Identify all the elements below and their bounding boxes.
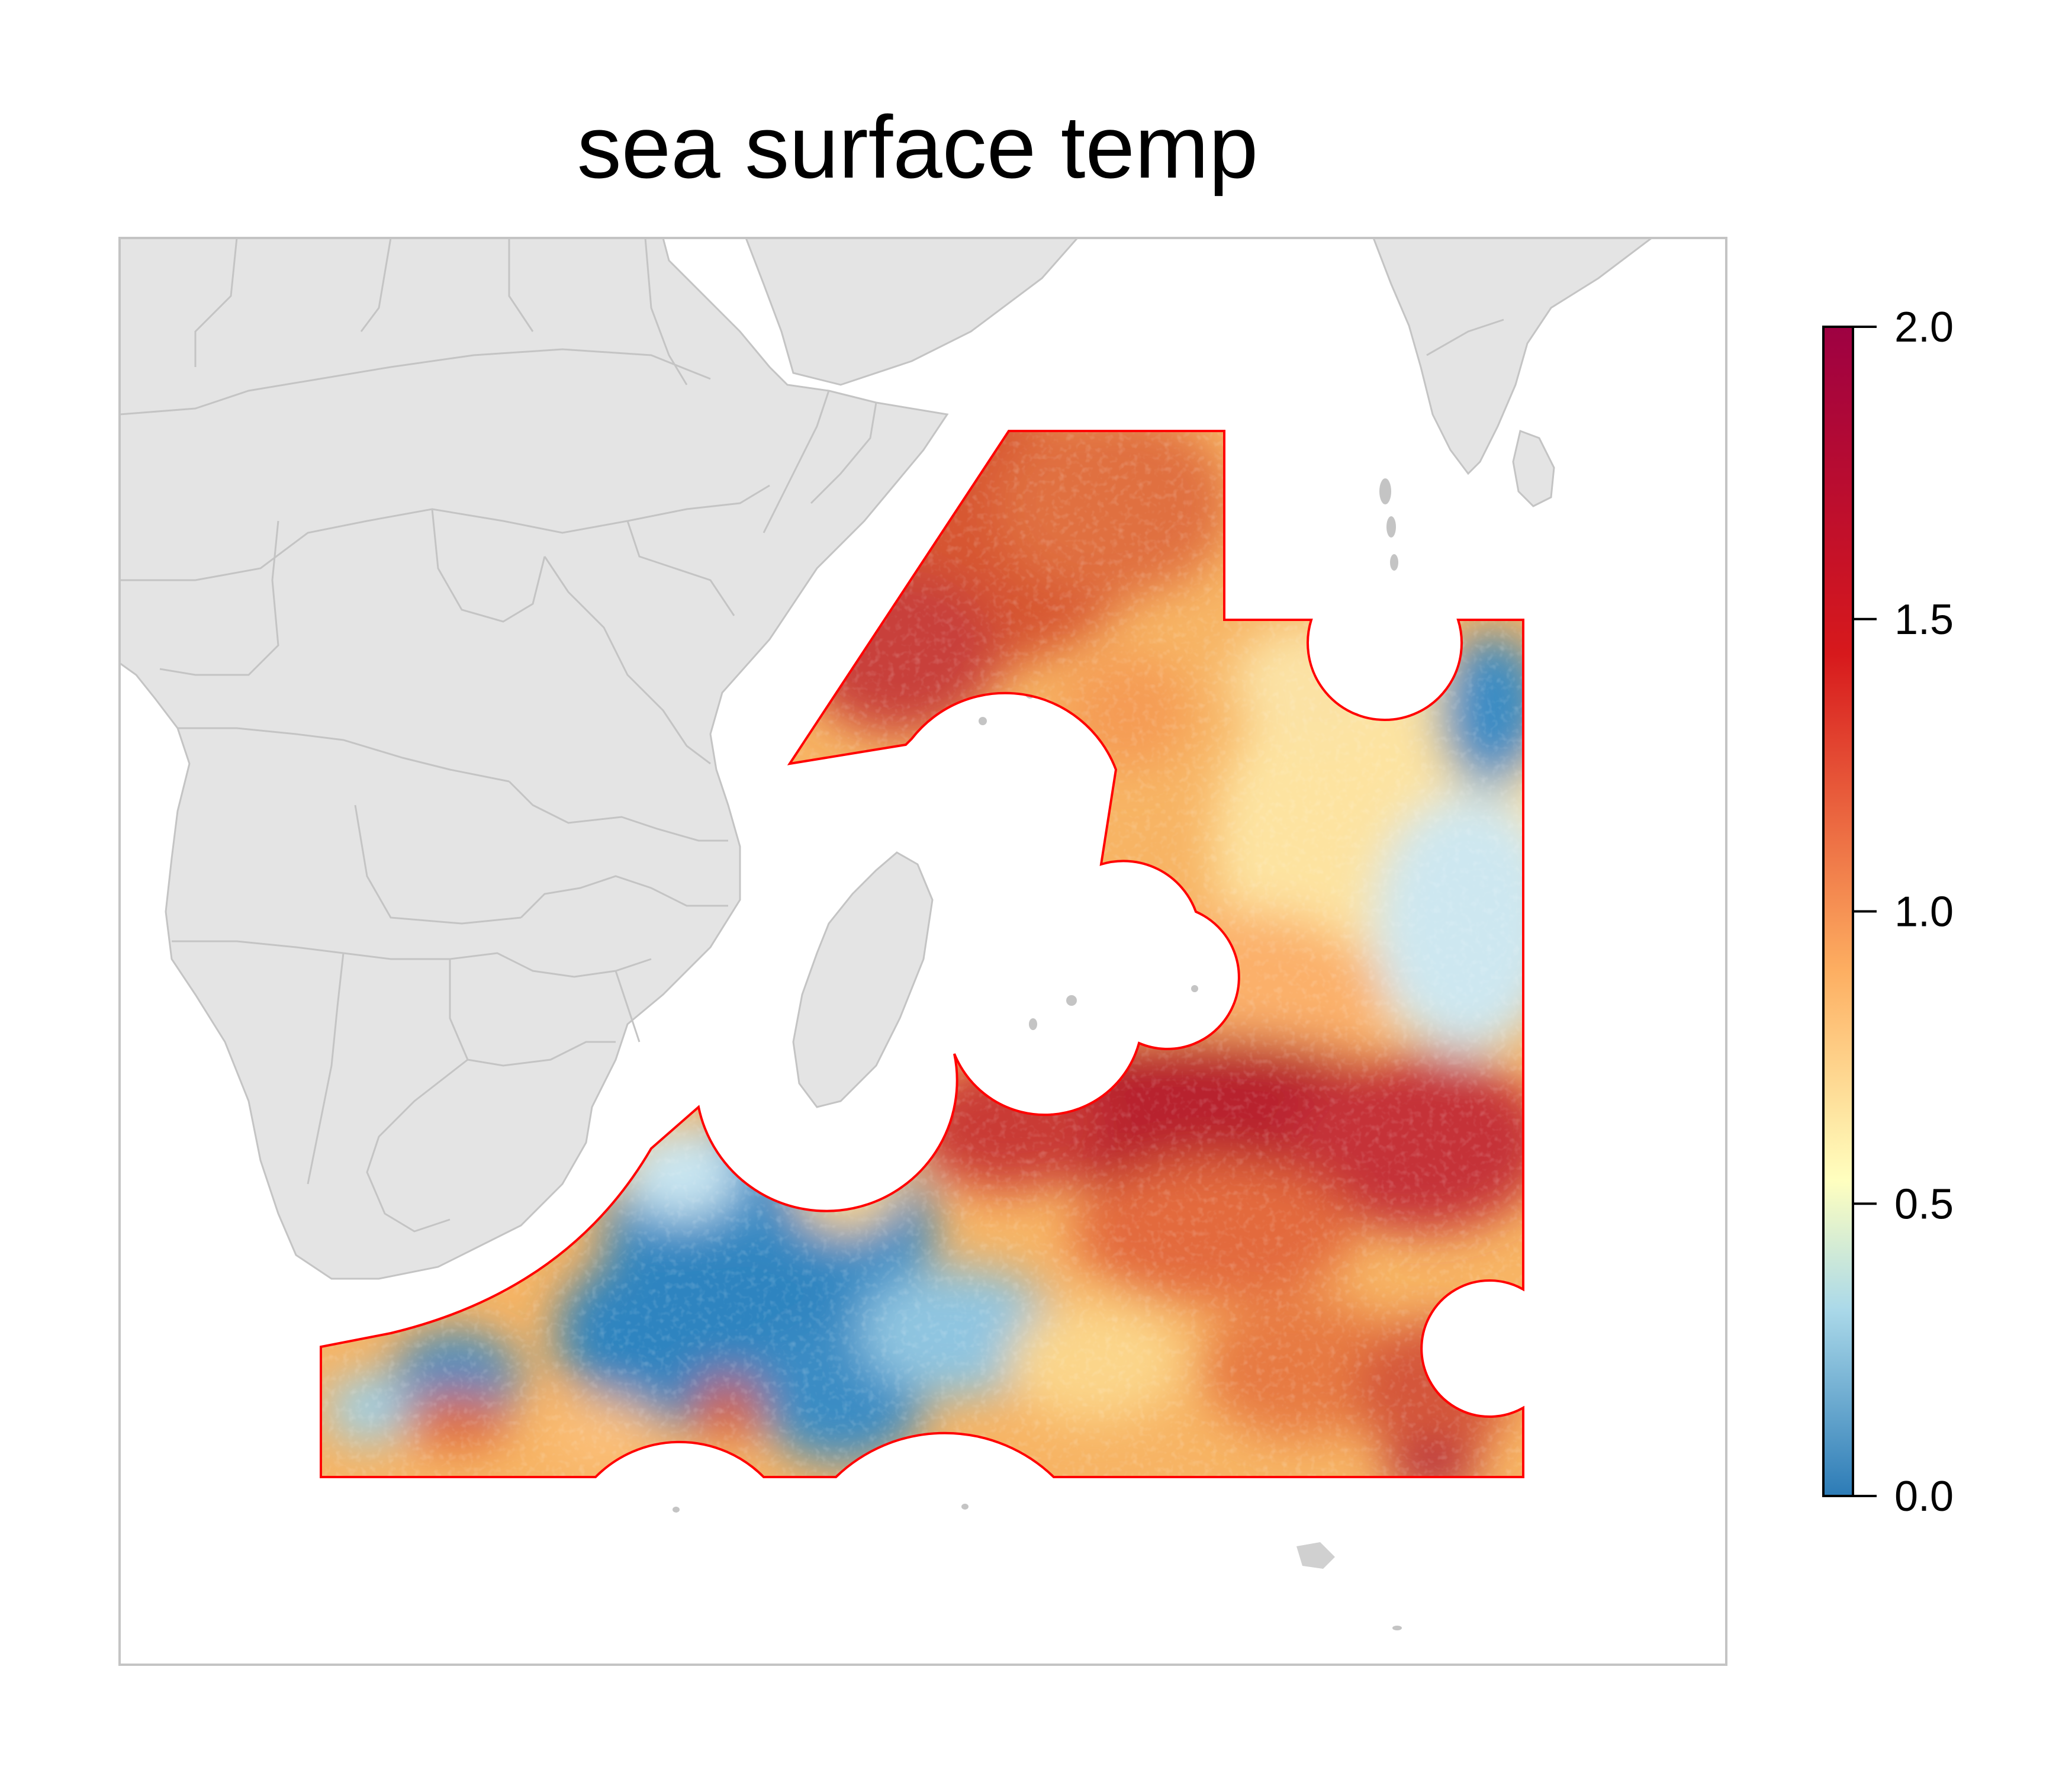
land-sri-lanka [1512, 429, 1555, 507]
colorbar-gradient [1822, 326, 1854, 1497]
colorbar-tick-label: 2.0 [1894, 304, 1954, 351]
land-arabia [745, 238, 1079, 386]
colorbar-tick-label: 1.0 [1894, 889, 1954, 936]
chart-title: sea surface temp [577, 97, 1259, 197]
colorbar-tick-label: 0.5 [1894, 1180, 1954, 1228]
map-panel [120, 238, 1726, 1665]
study-area-outline [320, 430, 1524, 1478]
map-frame [118, 237, 1727, 1666]
land-india [1372, 238, 1653, 475]
colorbar: 0.0 0.5 1.0 1.5 2.0 [1822, 304, 1954, 1520]
land-madagascar [792, 851, 934, 1108]
colorbar-tick-label: 1.5 [1894, 596, 1954, 644]
land-africa [120, 238, 949, 1280]
country-borders [120, 238, 1504, 1233]
colorbar-tick-label: 0.0 [1894, 1473, 1954, 1520]
